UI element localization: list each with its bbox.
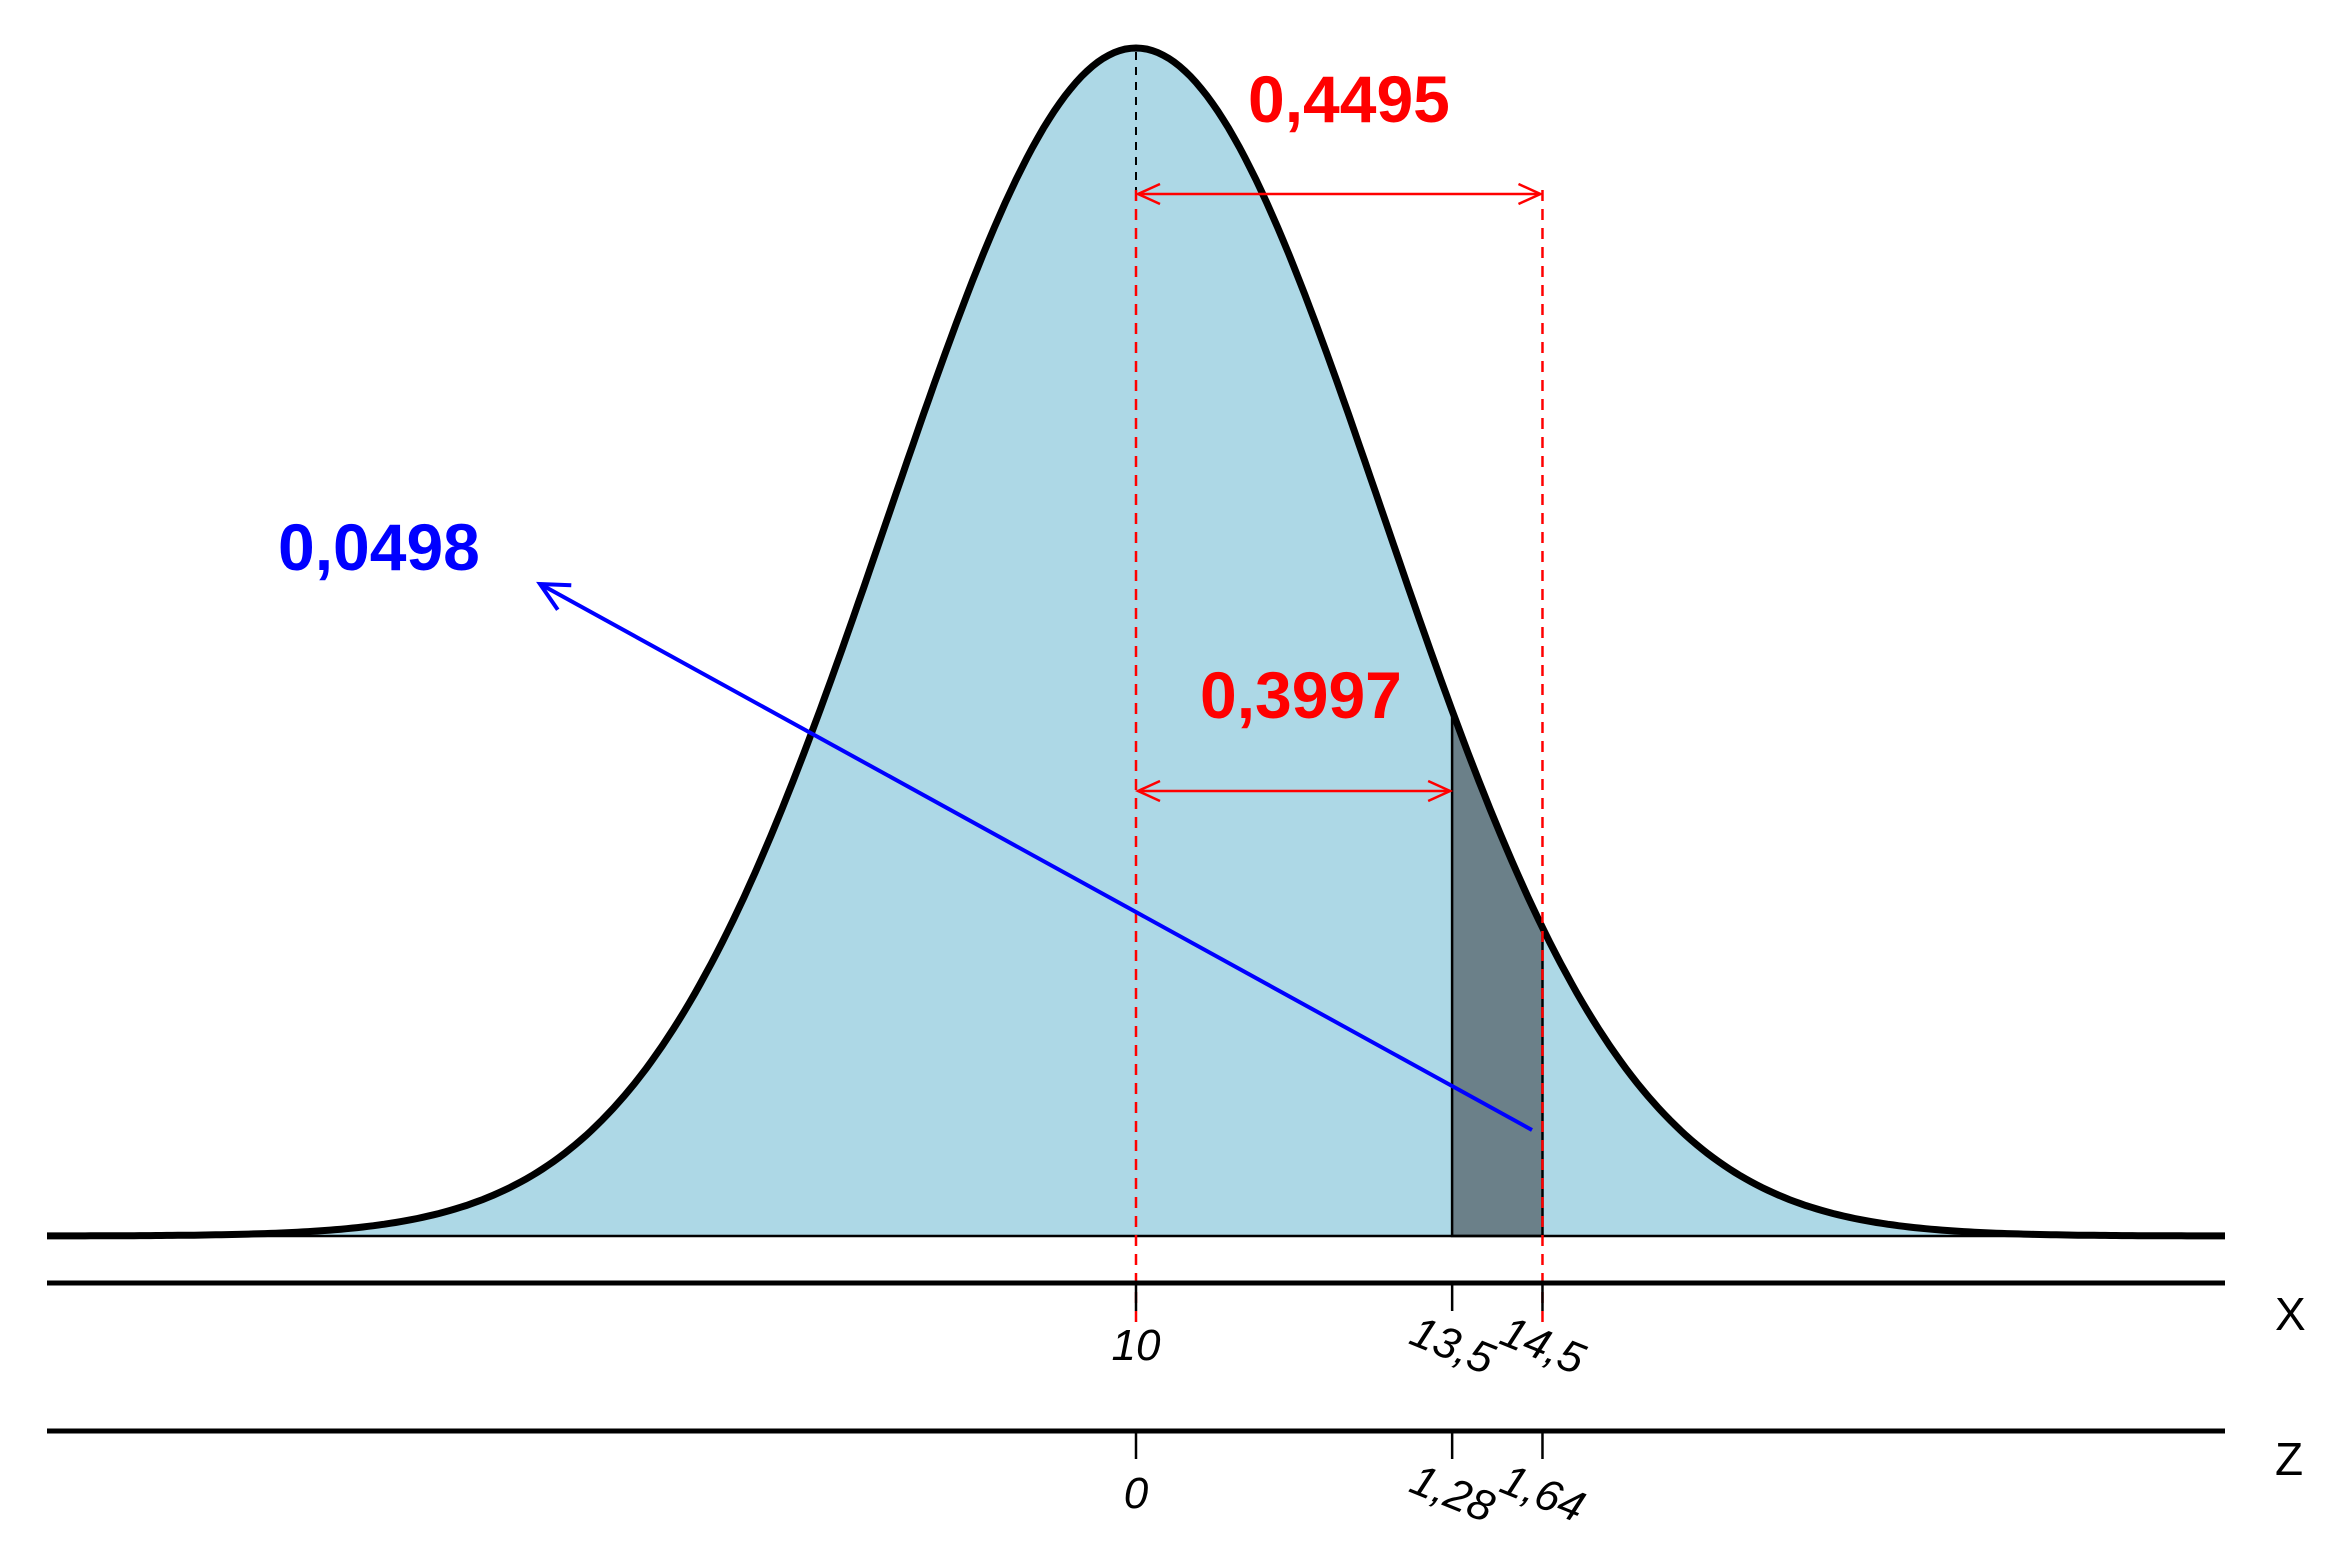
annotation-0-3997: 0,3997: [1200, 658, 1402, 732]
density-curve: [47, 44, 2225, 1240]
curve-area-fill: [47, 48, 2225, 1236]
shaded-region: [1450, 710, 1544, 1238]
z-axis-name: Z: [2275, 1433, 2303, 1485]
z-axis-ticks: 0 1,281,64: [1124, 1431, 1592, 1532]
arrow-shaded-area: [536, 581, 1533, 1132]
annotation-0-4495: 0,4495: [1248, 62, 1450, 136]
x-tick-label: 13,5: [1403, 1307, 1501, 1385]
x-axis-ticks: 10 13,514,5: [1112, 1283, 1592, 1385]
annotation-0-0498: 0,0498: [278, 510, 480, 584]
z-tick-label: 0: [1124, 1469, 1149, 1518]
x-tick-label: 10: [1112, 1321, 1161, 1370]
z-tick-label: 1,64: [1494, 1455, 1592, 1533]
x-axis-name: X: [2275, 1288, 2306, 1340]
z-tick-label: 1,28: [1403, 1455, 1501, 1533]
x-tick-label: 14,5: [1494, 1307, 1592, 1385]
